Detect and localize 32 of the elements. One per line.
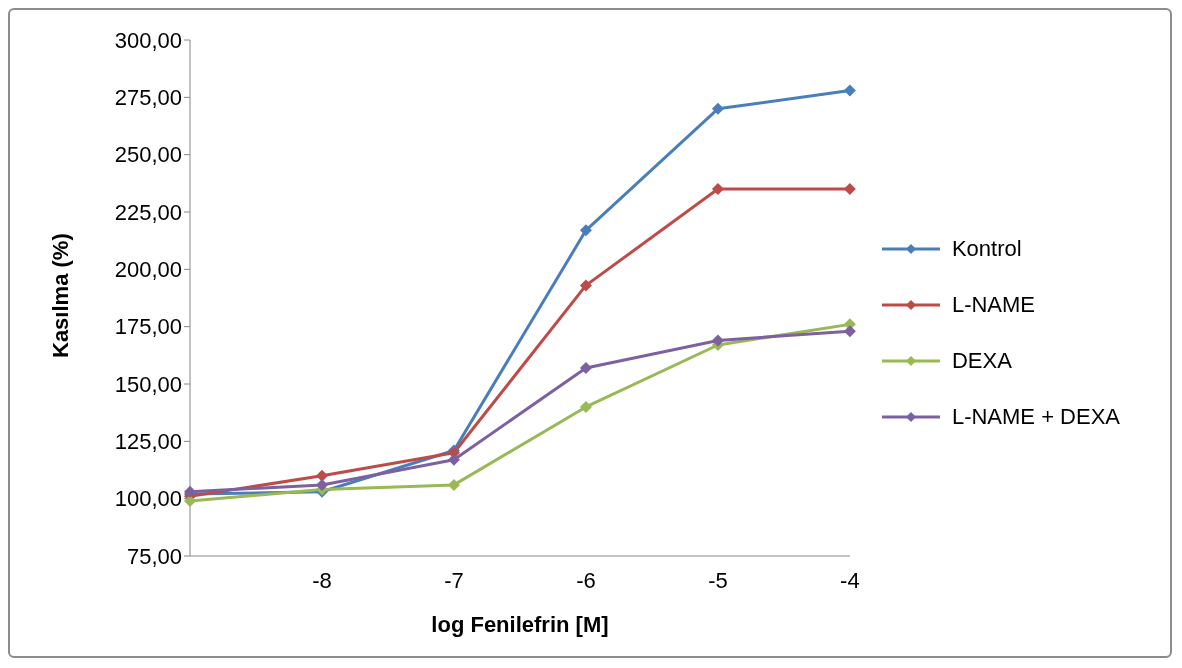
y-tick-label: 200,00 [114, 257, 182, 283]
y-tick-label: 150,00 [114, 371, 182, 397]
point [579, 224, 592, 237]
point [711, 183, 724, 196]
point [579, 361, 592, 374]
y-tick-label: 125,00 [114, 429, 182, 455]
legend-label: L-NAME + DEXA [951, 404, 1120, 430]
y-tick-label: 275,00 [114, 85, 182, 111]
point [843, 84, 856, 97]
x-tick-label: -4 [840, 567, 860, 593]
x-tick-label: -7 [444, 567, 464, 593]
y-tick-label: 250,00 [114, 142, 182, 168]
x-tick-label: -8 [312, 567, 332, 593]
legend-label: DEXA [951, 348, 1012, 374]
point [711, 334, 724, 347]
legend-label: L-NAME [951, 292, 1036, 318]
point [579, 279, 592, 292]
y-tick-label: 300,00 [114, 27, 182, 53]
x-axis-title: log Fenilefrin [M] [431, 612, 609, 637]
point [711, 102, 724, 115]
point [447, 453, 460, 466]
y-tick-label: 100,00 [114, 486, 182, 512]
y-axis-title: Kasılma (%) [47, 233, 73, 358]
x-tick-label: -6 [576, 567, 596, 593]
point [843, 325, 856, 338]
x-tick-label: -5 [708, 567, 728, 593]
y-tick-label: 175,00 [114, 314, 182, 340]
point [579, 400, 592, 413]
legend-label: Kontrol [951, 236, 1022, 262]
y-tick-label: 75,00 [126, 543, 182, 569]
point [315, 469, 328, 482]
y-tick-label: 225,00 [114, 199, 182, 225]
